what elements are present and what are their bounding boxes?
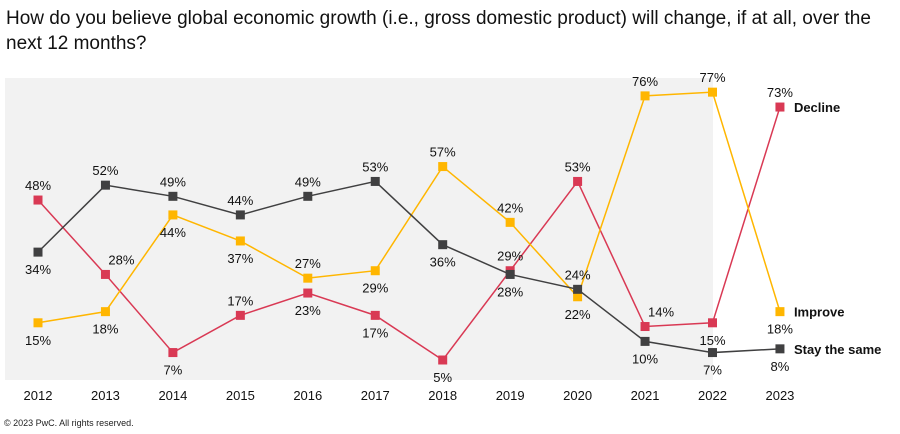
data-label: 77%: [699, 70, 725, 85]
data-point-marker: [33, 195, 43, 205]
copyright-footer: © 2023 PwC. All rights reserved.: [4, 418, 134, 428]
x-tick-label: 2018: [428, 388, 457, 403]
data-label: 48%: [25, 178, 51, 193]
data-point-marker: [438, 162, 448, 172]
data-point-marker: [370, 176, 380, 186]
series-line-stay-the-same: [37, 180, 780, 354]
data-label: 5%: [433, 370, 452, 385]
data-label: 34%: [25, 262, 51, 277]
data-label: 42%: [497, 200, 523, 215]
data-label: 15%: [25, 333, 51, 348]
x-tick-label: 2023: [765, 388, 794, 403]
data-point-marker: [235, 210, 245, 220]
x-tick-label: 2012: [24, 388, 53, 403]
data-label: 14%: [648, 305, 674, 320]
data-label: 44%: [160, 225, 186, 240]
data-point-marker: [235, 236, 245, 246]
plot-background: [5, 78, 713, 380]
data-point-marker: [100, 180, 110, 190]
data-label: 27%: [295, 256, 321, 271]
data-point-marker: [573, 292, 583, 302]
data-point-marker: [573, 176, 583, 186]
data-label: 53%: [362, 159, 388, 174]
data-point-marker: [168, 348, 178, 358]
data-point-marker: [33, 318, 43, 328]
data-point-marker: [640, 91, 650, 101]
data-point-marker: [573, 284, 583, 294]
x-tick-label: 2013: [91, 388, 120, 403]
data-label: 7%: [703, 363, 722, 378]
x-tick-label: 2014: [158, 388, 187, 403]
series-line-decline: [37, 106, 781, 362]
data-point-marker: [235, 310, 245, 320]
series-line-improve: [37, 91, 781, 324]
data-point-marker: [168, 191, 178, 201]
x-tick-label: 2021: [631, 388, 660, 403]
data-point-marker: [708, 318, 717, 328]
data-label: 24%: [565, 267, 591, 282]
data-label: 18%: [92, 322, 118, 337]
data-point-marker: [303, 191, 313, 201]
data-point-marker: [438, 240, 448, 250]
data-label: 28%: [108, 252, 134, 267]
data-label: 57%: [430, 145, 456, 160]
data-point-marker: [168, 210, 178, 220]
x-tick-label: 2016: [293, 388, 322, 403]
data-label: 22%: [565, 307, 591, 322]
data-point-marker: [100, 269, 110, 279]
data-label: 10%: [632, 351, 658, 366]
data-label: 52%: [92, 163, 118, 178]
legend-label: Improve: [794, 305, 845, 320]
data-label: 37%: [227, 251, 253, 266]
data-label: 18%: [767, 322, 793, 337]
data-point-marker: [370, 310, 380, 320]
data-label: 49%: [160, 174, 186, 189]
data-label: 28%: [497, 284, 523, 299]
data-point-marker: [708, 87, 717, 97]
data-label: 29%: [497, 249, 523, 264]
x-tick-label: 2017: [361, 388, 390, 403]
x-tick-label: 2020: [563, 388, 592, 403]
data-point-marker: [640, 336, 650, 346]
data-point-marker: [775, 344, 785, 354]
data-label: 7%: [164, 363, 183, 378]
data-label: 17%: [227, 293, 253, 308]
x-tick-label: 2015: [226, 388, 255, 403]
data-label: 15%: [699, 333, 725, 348]
data-point-marker: [100, 307, 110, 317]
data-point-marker: [370, 266, 380, 276]
data-label: 76%: [632, 74, 658, 89]
data-label: 49%: [295, 174, 321, 189]
x-tick-label: 2022: [698, 388, 727, 403]
data-point-marker: [640, 322, 650, 332]
data-point-marker: [775, 102, 785, 112]
legend-label: Stay the same: [794, 342, 881, 357]
data-point-marker: [303, 288, 313, 298]
data-point-marker: [33, 247, 43, 257]
data-label: 73%: [767, 85, 793, 100]
data-point-marker: [438, 355, 448, 365]
data-point-marker: [505, 217, 515, 227]
data-point-marker: [505, 269, 515, 279]
data-point-marker: [303, 273, 313, 283]
data-label: 36%: [430, 255, 456, 270]
legend-label: Decline: [794, 100, 840, 115]
data-label: 53%: [565, 159, 591, 174]
data-label: 23%: [295, 303, 321, 318]
data-label: 17%: [362, 325, 388, 340]
data-point-marker: [708, 348, 717, 358]
x-tick-label: 2019: [496, 388, 525, 403]
data-point-marker: [775, 307, 785, 317]
data-label: 29%: [362, 281, 388, 296]
data-label: 8%: [771, 359, 790, 374]
chart-title: How do you believe global economic growt…: [6, 8, 871, 54]
data-label: 44%: [227, 193, 253, 208]
